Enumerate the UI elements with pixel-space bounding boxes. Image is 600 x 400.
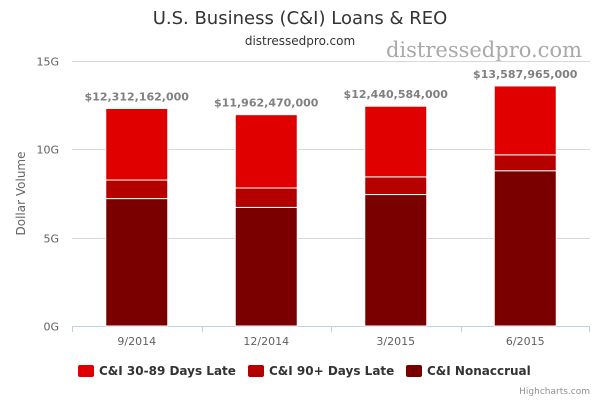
bar-segment[interactable] [493, 170, 557, 327]
total-data-label: $12,312,162,000 [85, 90, 190, 103]
chart-subtitle: distressedpro.com [244, 34, 356, 48]
y-axis-title: Dollar Volume [14, 152, 28, 236]
legend-item[interactable]: C&I 30-89 Days Late [78, 364, 236, 378]
total-data-label: $11,962,470,000 [214, 97, 319, 110]
bar-segment[interactable] [105, 198, 169, 327]
legend-label: C&I 90+ Days Late [269, 364, 395, 378]
total-data-label: $12,440,584,000 [344, 88, 449, 101]
bar-segment[interactable] [493, 154, 557, 172]
y-tick-label: 5G [43, 233, 59, 246]
y-tick-label: 0G [43, 321, 59, 334]
bar-segment[interactable] [105, 107, 169, 181]
legend-swatch [248, 365, 264, 377]
bar-segment[interactable] [364, 105, 428, 178]
legend: C&I 30-89 Days Late C&I 90+ Days Late C&I … [0, 364, 600, 382]
bar-segment[interactable] [364, 194, 428, 327]
y-tick-label: 15G [36, 56, 59, 69]
x-tick-label: 6/2015 [506, 335, 545, 348]
legend-swatch [406, 365, 422, 377]
x-tick-label: 3/2015 [376, 335, 415, 348]
legend-item[interactable]: C&I 90+ Days Late [248, 364, 394, 378]
y-tick-label: 10G [36, 144, 59, 157]
bar-segment[interactable] [234, 114, 298, 189]
credits-link[interactable]: Highcharts.com [519, 387, 590, 397]
legend-label: C&I Nonaccrual [427, 364, 531, 378]
legend-label: C&I 30-89 Days Late [99, 364, 236, 378]
bar-segment[interactable] [364, 176, 428, 196]
x-tick-label: 12/2014 [243, 335, 289, 348]
legend-swatch [78, 365, 94, 377]
bar-segment[interactable] [493, 85, 557, 156]
chart-title: U.S. Business (C&I) Loans & REO [152, 8, 448, 29]
bar-segment[interactable] [105, 179, 169, 200]
bar-segment[interactable] [234, 206, 298, 327]
legend-item[interactable]: C&I Nonaccrual [406, 364, 531, 378]
watermark: distressedpro.com [385, 38, 582, 62]
total-data-label: $13,587,965,000 [473, 68, 578, 81]
x-tick-label: 9/2014 [117, 335, 156, 348]
bar-segment[interactable] [234, 187, 298, 208]
